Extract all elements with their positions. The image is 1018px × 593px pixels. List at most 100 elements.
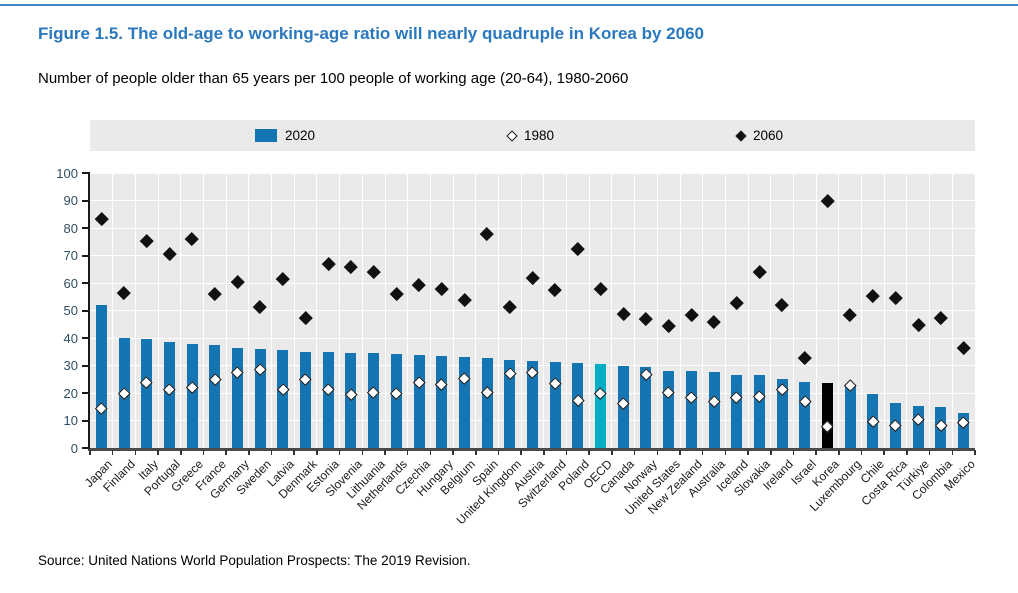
x-axis-tick — [270, 450, 273, 455]
bar-2020-Italy — [141, 339, 153, 448]
x-axis-tick — [588, 450, 590, 455]
y-axis-tick-10 — [82, 419, 88, 422]
legend-label-1980: 1980 — [524, 128, 555, 143]
v-gridline — [361, 173, 363, 448]
x-axis-tick — [883, 450, 885, 455]
x-axis-tick — [974, 450, 976, 455]
v-gridline — [929, 173, 931, 448]
x-axis-tick — [497, 450, 500, 455]
y-axis-label-90: 90 — [63, 193, 78, 208]
v-gridline — [157, 173, 159, 448]
bar-2020-Denmark — [300, 351, 312, 448]
point-2060-United Kingdom — [503, 299, 517, 314]
x-axis-tick — [815, 450, 817, 455]
x-axis-tick — [293, 450, 295, 455]
bar-2020-Japan — [95, 305, 107, 448]
v-gridline — [293, 173, 295, 448]
point-2060-Slovenia — [344, 259, 358, 274]
v-gridline — [543, 173, 545, 448]
v-gridline — [611, 173, 613, 448]
point-2060-Latvia — [276, 272, 290, 286]
x-axis-tick — [565, 450, 568, 455]
bar-2020-Slovakia — [753, 374, 765, 448]
v-gridline — [838, 173, 840, 448]
bar-2020-Czechia — [413, 354, 425, 448]
point-2060-Mexico — [956, 340, 971, 355]
x-axis-tick — [860, 450, 863, 455]
y-axis-tick-80 — [82, 227, 88, 229]
h-gridline-50 — [90, 310, 975, 311]
point-2060-Iceland — [730, 295, 744, 309]
bar-2020-United States — [663, 370, 675, 448]
chart-legend: 2020 1980 2060 — [90, 120, 975, 151]
point-2060-United States — [661, 318, 676, 333]
bar-2020-New Zealand — [685, 371, 697, 448]
x-axis-tick — [475, 450, 477, 455]
bar-2020-Estonia — [322, 352, 334, 448]
v-gridline — [429, 173, 431, 448]
v-gridline — [225, 173, 227, 448]
y-axis-label-50: 50 — [63, 303, 78, 318]
y-axis-label-20: 20 — [63, 385, 78, 401]
point-2060-Finland — [117, 285, 131, 300]
x-axis-tick — [134, 450, 137, 455]
h-gridline-70 — [90, 255, 975, 256]
x-axis-tick — [225, 450, 227, 455]
v-gridline — [656, 173, 658, 448]
x-axis-tick — [316, 450, 318, 455]
point-2060-Estonia — [321, 257, 335, 271]
point-2060-Norway — [639, 312, 653, 326]
x-axis-tick — [89, 450, 91, 455]
point-2060-Czechia — [412, 277, 426, 292]
bar-2020-Australia — [708, 372, 720, 448]
v-gridline — [384, 173, 386, 448]
legend-label-2020: 2020 — [285, 128, 316, 143]
x-axis-tick — [452, 450, 454, 455]
v-gridline — [566, 173, 568, 448]
point-2060-Costa Rica — [888, 291, 903, 305]
x-axis-tick — [747, 450, 749, 455]
y-axis-label-70: 70 — [63, 248, 78, 263]
bar-2020-France — [209, 344, 221, 448]
v-gridline — [520, 173, 522, 448]
v-gridline — [407, 173, 409, 448]
point-2060-Portugal — [162, 247, 177, 261]
bar-2020-Spain — [481, 358, 493, 448]
bar-2020-Greece — [186, 343, 198, 448]
point-2060-Greece — [185, 232, 199, 246]
point-2060-Denmark — [298, 310, 313, 325]
y-axis-tick-60 — [82, 282, 88, 284]
legend-item-2060: 2060 — [735, 120, 784, 151]
h-gridline-80 — [90, 227, 975, 229]
x-axis-tick — [429, 450, 432, 455]
bar-2020-Netherlands — [390, 354, 402, 448]
v-gridline — [951, 173, 953, 448]
point-2060-Hungary — [435, 281, 449, 296]
x-axis-tick — [906, 450, 908, 455]
v-gridline — [588, 173, 590, 448]
bar-2020-OECD — [595, 364, 607, 448]
x-axis-tick — [701, 450, 704, 455]
v-gridline — [339, 173, 341, 448]
point-2060-Switzerland — [548, 283, 562, 297]
legend-label-2060: 2060 — [753, 128, 784, 143]
y-axis-tick-100 — [82, 172, 88, 174]
y-axis-tick-70 — [82, 254, 88, 257]
x-axis-tick — [679, 450, 681, 455]
bar-2020-Luxembourg — [844, 384, 856, 448]
v-gridline — [134, 173, 136, 448]
figure-subtitle: Number of people older than 65 years per… — [38, 70, 629, 87]
y-axis-tick-30 — [82, 364, 88, 367]
y-axis-tick-40 — [82, 337, 88, 339]
v-gridline — [202, 173, 204, 448]
bar-2020-Germany — [232, 347, 243, 448]
x-axis-tick — [770, 450, 772, 455]
v-gridline — [815, 173, 817, 448]
v-gridline — [316, 173, 318, 448]
y-axis-label-0: 0 — [70, 440, 78, 456]
x-axis-tick — [111, 450, 114, 455]
y-axis-label-10: 10 — [63, 413, 78, 428]
v-gridline — [180, 173, 182, 448]
x-axis-tick — [724, 450, 727, 455]
h-gridline-40 — [90, 337, 975, 339]
